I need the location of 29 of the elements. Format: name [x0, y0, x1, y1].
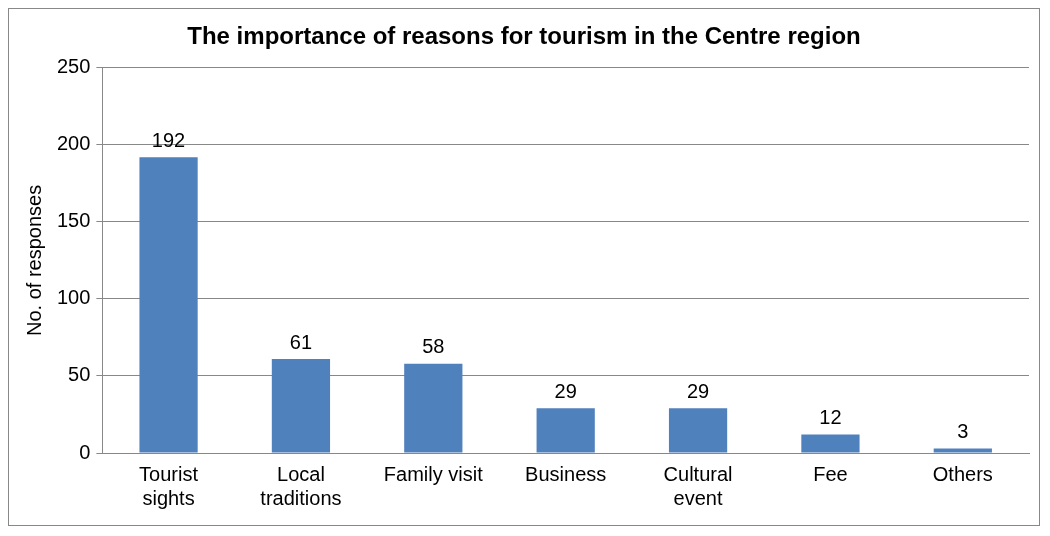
- bar: [271, 359, 331, 453]
- y-tick-label: 250: [56, 55, 91, 78]
- x-tick-label: Fee: [813, 462, 848, 485]
- bar: [801, 434, 860, 453]
- data-label: 29: [686, 379, 710, 402]
- y-axis-title: No. of responses: [22, 184, 45, 336]
- chart-title: The importance of reasons for tourism in the Centre region: [187, 22, 861, 50]
- bar: [536, 408, 595, 453]
- y-tick-label: 50: [68, 363, 91, 386]
- x-tick-label: Cultural event: [663, 462, 733, 509]
- data-label: 3: [957, 419, 969, 442]
- data-label: 12: [819, 406, 842, 429]
- y-tick-label: 150: [56, 209, 91, 232]
- data-label: 29: [554, 379, 577, 402]
- data-label: 61: [289, 330, 313, 353]
- data-label: 58: [422, 335, 445, 358]
- y-tick-label: 100: [56, 286, 91, 309]
- x-tick-label: Local traditions: [260, 462, 342, 509]
- bar: [139, 157, 198, 453]
- x-tick-label: Others: [932, 462, 993, 485]
- y-tick-label: 0: [79, 440, 91, 463]
- x-tick-label: Family visit: [383, 462, 484, 485]
- data-label: 192: [151, 128, 186, 151]
- x-tick-label: Business: [525, 462, 607, 485]
- bar: [404, 363, 463, 453]
- y-tick-label: 200: [56, 132, 91, 155]
- x-tick-label: Tourist sights: [139, 462, 199, 509]
- bar: [668, 408, 728, 453]
- bar: [933, 448, 992, 453]
